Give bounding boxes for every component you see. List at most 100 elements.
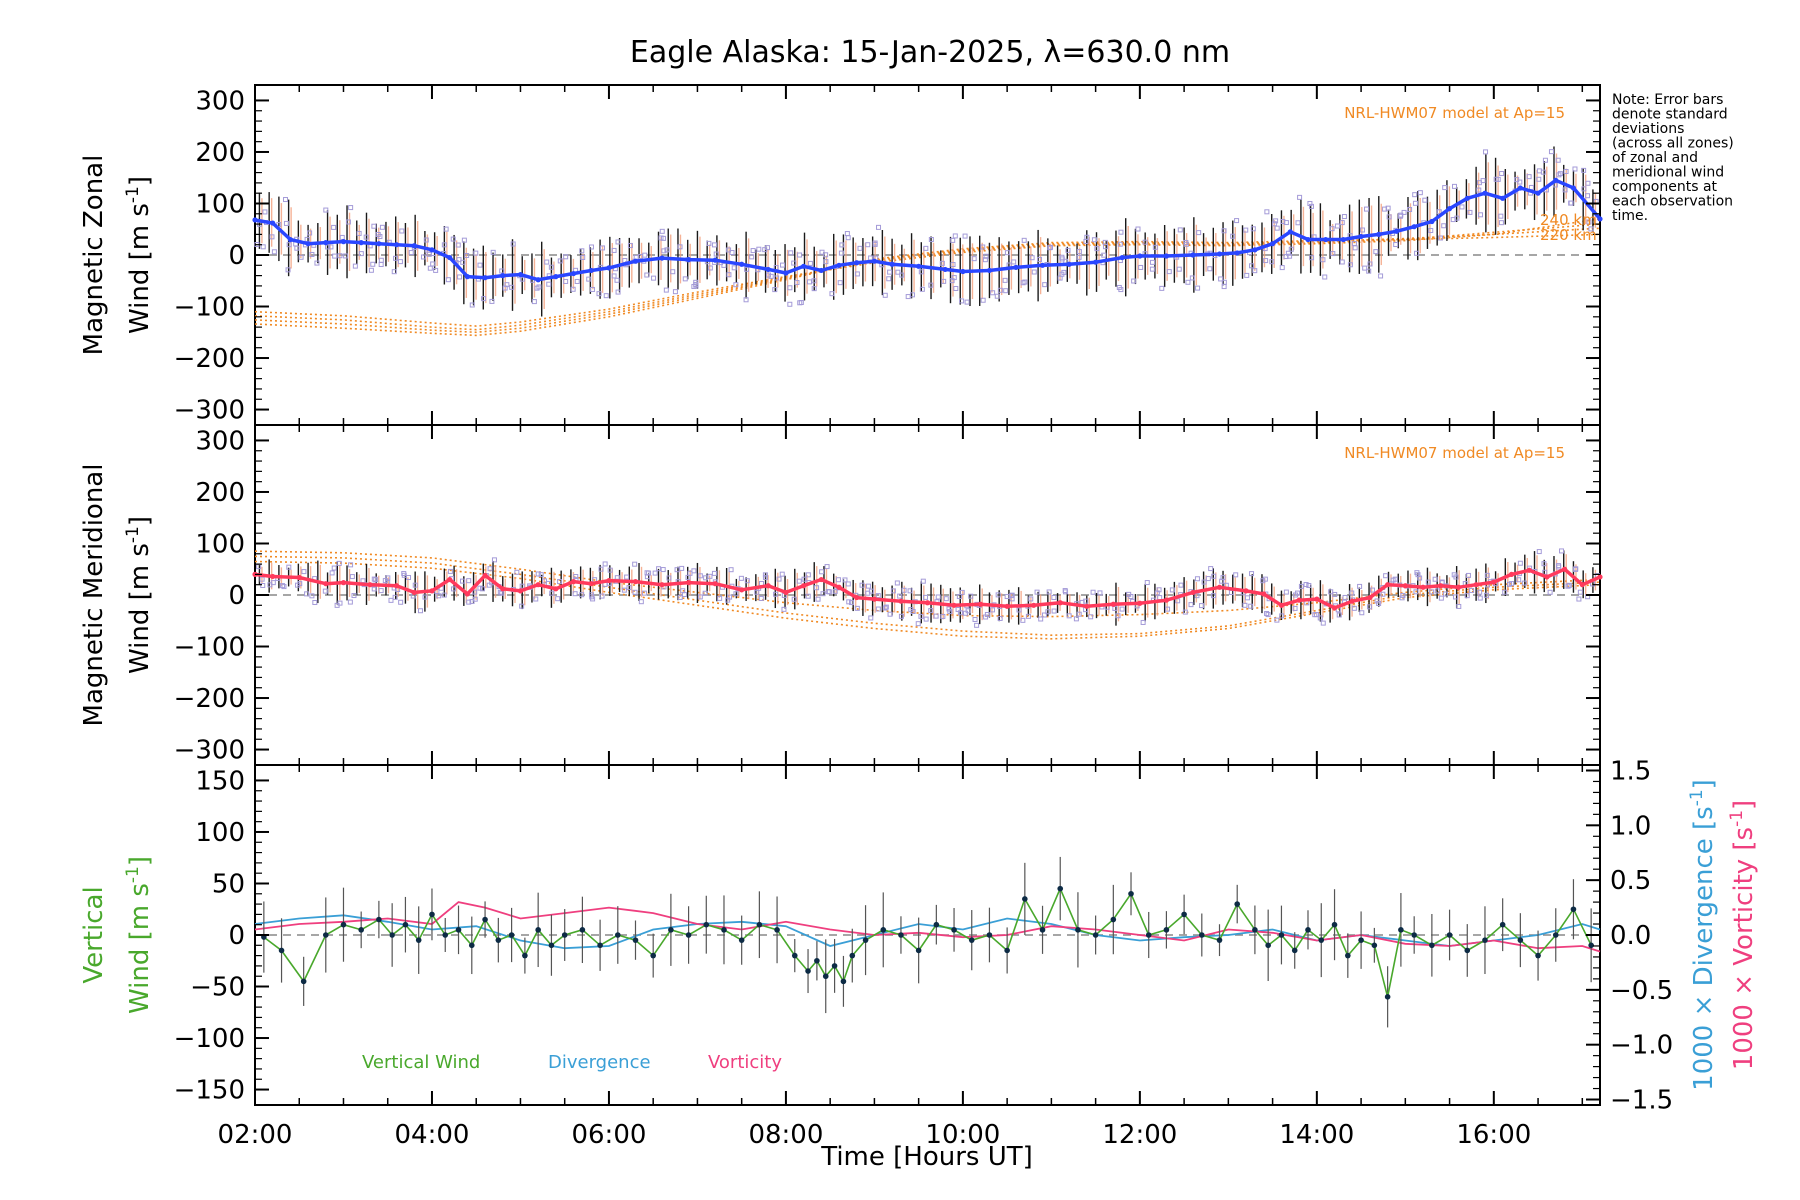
zone-sample-marker — [733, 591, 739, 597]
wind-data-point — [517, 271, 524, 278]
zone-sample-marker — [1562, 187, 1568, 193]
zonal-wind-panel: −300 −200 −100 0 100 200 300 Magnetic Zonal Wi… — [79, 84, 1603, 426]
zone-sample-marker — [898, 613, 904, 619]
zone-sample-marker — [1233, 572, 1239, 578]
meridional-model-label: NRL-HWM07 model at Ap=15 — [1344, 444, 1565, 462]
zone-sample-marker — [876, 224, 882, 230]
zone-sample-marker — [788, 250, 794, 256]
zone-sample-marker — [1189, 275, 1195, 281]
zone-sample-marker — [450, 236, 456, 242]
zone-sample-marker — [1383, 573, 1389, 579]
zone-sample-marker — [611, 247, 617, 253]
zone-sample-marker — [285, 267, 291, 273]
wind-data-point — [1004, 603, 1010, 609]
zone-sample-marker — [1565, 583, 1571, 589]
zone-sample-marker — [1432, 576, 1438, 582]
y2-tick-label: 0.5 — [1610, 866, 1651, 896]
zone-sample-marker — [918, 269, 924, 275]
zone-sample-marker — [280, 583, 286, 589]
zone-sample-marker — [943, 596, 949, 602]
zone-sample-marker — [959, 589, 965, 595]
wind-data-point — [1570, 185, 1577, 191]
zone-sample-marker — [762, 572, 768, 578]
wind-data-point — [1553, 177, 1559, 183]
vertical-wind-point — [402, 921, 409, 928]
zone-sample-marker — [1090, 589, 1096, 595]
zone-sample-marker — [854, 271, 860, 277]
zone-sample-marker — [460, 259, 466, 265]
wind-data-point — [1119, 254, 1125, 261]
zone-sample-marker — [1572, 166, 1578, 172]
zone-sample-marker — [1559, 548, 1565, 554]
zone-sample-marker — [1038, 616, 1044, 622]
y-tick-label: −50 — [190, 973, 245, 1003]
zone-sample-marker — [1042, 282, 1048, 288]
vertical-wind-point — [415, 937, 422, 943]
zone-sample-marker — [1188, 602, 1194, 608]
zone-sample-marker — [1536, 168, 1542, 174]
wind-data-point — [1305, 236, 1311, 243]
zone-sample-marker — [363, 234, 369, 240]
wind-data-point — [1252, 247, 1258, 253]
zone-sample-marker — [1563, 168, 1569, 174]
zonal-model-alt-240: 240 km — [1540, 211, 1597, 229]
zone-sample-marker — [1045, 609, 1051, 615]
wind-data-point — [1110, 601, 1116, 607]
zone-sample-marker — [1434, 588, 1440, 594]
zone-sample-marker — [270, 580, 276, 586]
zone-sample-marker — [1205, 576, 1211, 582]
wind-data-point — [323, 240, 329, 246]
vertical-ylabel-units: Wind [m s-1] — [123, 856, 155, 1014]
y-tick-label: −150 — [174, 1076, 245, 1106]
zone-sample-marker — [794, 280, 800, 286]
zone-sample-marker — [1051, 608, 1057, 614]
zone-sample-marker — [882, 605, 888, 611]
zone-sample-marker — [845, 235, 851, 241]
zone-sample-marker — [1196, 230, 1202, 236]
zone-sample-marker — [713, 251, 719, 257]
wind-data-point — [1376, 231, 1382, 237]
zone-sample-marker — [1004, 594, 1010, 600]
zone-sample-marker — [811, 278, 817, 284]
zone-sample-marker — [399, 228, 405, 234]
zone-sample-marker — [331, 224, 337, 230]
vertical-wind-point — [1004, 947, 1010, 954]
zone-sample-marker — [312, 600, 318, 606]
vertical-wind-point — [1411, 932, 1417, 938]
zone-sample-marker — [580, 254, 586, 260]
zone-sample-marker — [457, 274, 463, 280]
wind-data-point — [447, 254, 453, 261]
wind-series-line — [254, 178, 1602, 282]
zone-sample-marker — [325, 244, 331, 250]
zone-sample-marker — [456, 257, 462, 263]
zone-sample-marker — [895, 269, 901, 275]
wind-data-point — [1385, 582, 1391, 588]
wind-data-point — [1446, 206, 1453, 212]
zone-sample-marker — [1169, 587, 1175, 593]
zone-sample-marker — [1477, 212, 1483, 218]
zone-sample-marker — [693, 281, 699, 287]
zone-sample-marker — [510, 241, 516, 247]
vertical-wind-point — [429, 911, 435, 918]
vertical-wind-point — [1398, 927, 1404, 933]
vertical-wind-point — [721, 927, 727, 933]
zone-sample-marker — [1028, 596, 1034, 602]
zone-sample-marker — [1269, 259, 1275, 265]
vertical-wind-point — [632, 937, 639, 943]
zone-sample-marker — [1083, 238, 1089, 244]
wind-data-point — [358, 240, 364, 246]
zone-sample-marker — [946, 606, 952, 612]
zone-sample-marker — [1366, 268, 1372, 274]
zone-sample-marker — [814, 585, 820, 591]
zone-sample-marker — [1317, 615, 1323, 621]
zone-sample-marker — [1536, 549, 1542, 555]
wind-data-point — [765, 583, 771, 589]
zone-sample-marker — [733, 282, 739, 288]
wind-data-point — [977, 601, 984, 607]
zone-sample-marker — [477, 262, 483, 268]
zone-sample-marker — [1297, 194, 1303, 200]
zone-sample-marker — [579, 592, 585, 598]
zone-sample-marker — [725, 597, 731, 603]
zone-sample-marker — [586, 276, 592, 282]
vertical-wind-point — [358, 927, 364, 933]
